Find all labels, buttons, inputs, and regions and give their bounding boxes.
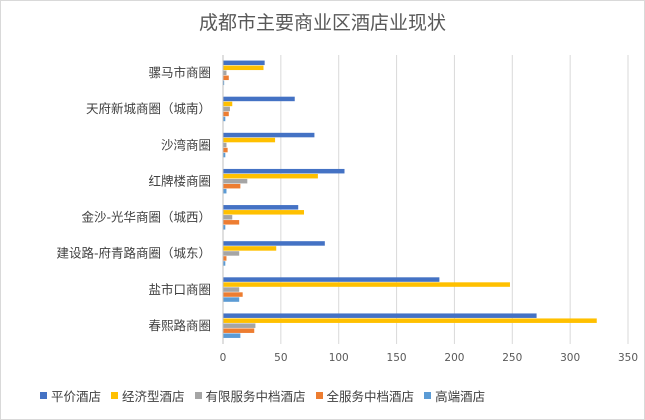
bar	[223, 101, 233, 107]
bar	[223, 142, 227, 148]
bar	[223, 205, 299, 210]
bar	[223, 246, 277, 251]
bar	[223, 168, 345, 174]
bar	[223, 80, 225, 86]
bar	[223, 241, 325, 246]
bar	[223, 251, 240, 256]
legend-label: 经济型酒店	[122, 388, 185, 404]
legend-item: 经济型酒店	[111, 386, 185, 405]
bar	[223, 137, 276, 143]
bar	[223, 297, 240, 302]
legend-label: 平价酒店	[51, 388, 102, 404]
bar	[223, 75, 229, 81]
bar	[223, 215, 233, 220]
bar	[223, 96, 295, 102]
category-label: 沙湾商圈	[161, 137, 211, 152]
bar	[223, 287, 240, 292]
legend-item: 有限服务中档酒店	[194, 386, 306, 405]
bar	[223, 318, 597, 323]
chart-legend: 平价酒店 经济型酒店 有限服务中档酒店 全服务中档酒店 高端酒店	[40, 386, 640, 404]
bar	[223, 323, 256, 328]
bar	[223, 210, 304, 215]
legend-label: 高端酒店	[435, 388, 486, 404]
bar	[223, 333, 241, 338]
bar	[223, 178, 248, 184]
bar	[223, 60, 265, 66]
category-label: 红牌楼商圈	[148, 173, 211, 188]
bar	[223, 152, 226, 158]
bar	[223, 116, 226, 122]
bar	[223, 313, 537, 318]
bar	[223, 220, 240, 225]
bar	[223, 256, 227, 261]
x-tick-label: 300	[560, 352, 580, 364]
legend-swatch	[194, 391, 202, 399]
legend-item: 全服务中档酒店	[315, 386, 415, 405]
bar	[223, 292, 243, 297]
x-tick-label: 50	[274, 352, 287, 364]
legend-label: 全服务中档酒店	[326, 388, 415, 404]
category-label: 骡马市商圈	[148, 65, 211, 80]
bar	[223, 188, 227, 194]
bar	[223, 70, 227, 76]
bar	[223, 328, 255, 333]
x-tick-label: 350	[618, 352, 638, 364]
legend-item: 平价酒店	[40, 386, 101, 405]
x-tick-label: 200	[444, 352, 464, 364]
bar	[223, 147, 228, 153]
bar	[223, 111, 229, 117]
category-label: 盐市口商圈	[148, 282, 211, 297]
x-tick-label: 150	[387, 352, 407, 364]
bar	[223, 277, 440, 282]
bar	[223, 132, 315, 138]
bar	[223, 106, 230, 112]
category-label: 建设路-府青路商圈（城东）	[56, 246, 211, 261]
legend-swatch	[40, 391, 47, 399]
bar	[223, 282, 510, 287]
category-label: 金沙-光华商圈（城西）	[81, 210, 211, 225]
category-label: 春熙路商圈	[148, 318, 211, 333]
x-tick-label: 0	[220, 352, 227, 364]
x-tick-label: 100	[329, 352, 349, 364]
bar	[223, 261, 226, 266]
legend-swatch	[424, 391, 432, 399]
bar	[223, 65, 264, 71]
bar	[223, 183, 241, 189]
legend-label: 有限服务中档酒店	[205, 388, 306, 404]
x-tick-label: 250	[502, 352, 522, 364]
legend-swatch	[315, 391, 323, 399]
legend-swatch	[111, 391, 119, 399]
chart-title: 成都市主要商业区酒店业现状	[198, 12, 446, 34]
category-label: 天府新城商圈（城南）	[86, 101, 211, 116]
bar	[223, 173, 318, 179]
bar	[223, 225, 226, 230]
legend-item: 高端酒店	[424, 386, 485, 405]
